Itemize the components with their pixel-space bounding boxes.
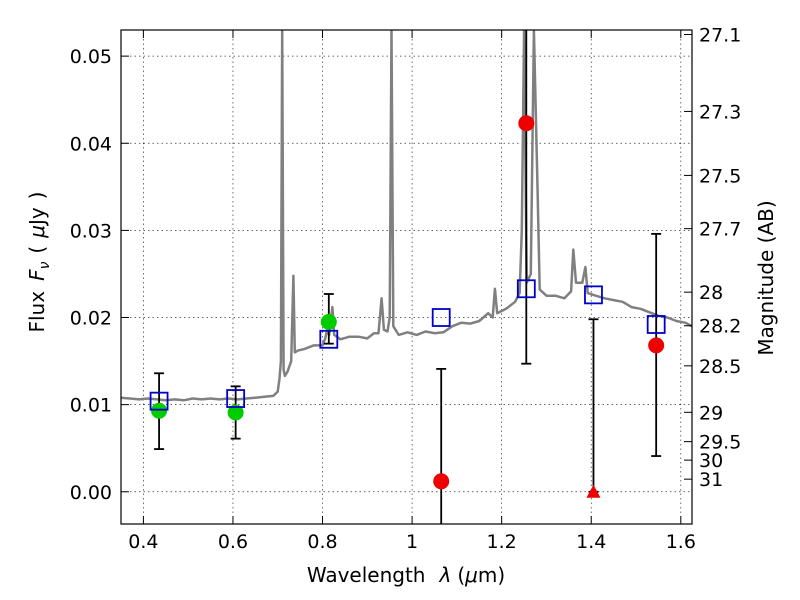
spectrum-line (121, 30, 692, 402)
x-axis-label-unit: m) (478, 563, 505, 587)
y-axis-label-text: Flux (25, 291, 49, 333)
y-axis-label-unit: Jy (25, 207, 49, 227)
data-point-circle (648, 337, 665, 354)
data-point-circle (227, 404, 244, 421)
x-tick-label: 0.8 (307, 531, 337, 553)
data-point-triangle (586, 484, 601, 498)
mag-tick-label: 27.1 (699, 24, 741, 46)
mag-tick-label: 28.5 (699, 356, 741, 378)
x-tick-label: 0.4 (128, 531, 158, 553)
data-point-circle (151, 402, 168, 419)
y-axis-label-symbol: F (25, 269, 49, 281)
mag-tick-label: 28 (699, 282, 723, 304)
data-point-circle (320, 313, 337, 330)
x-tick-label: 1.4 (576, 531, 606, 553)
y-axis-label-open: ( (25, 246, 49, 254)
model-point-square (516, 279, 536, 299)
y-tick-label: 0.05 (70, 46, 112, 68)
mag-tick-label: 31 (699, 469, 723, 491)
x-axis-label: Wavelength λ (μm) (307, 563, 505, 587)
y-tick-label: 0.01 (70, 395, 112, 417)
y-tick-label: 0.04 (70, 133, 112, 155)
x-tick-label: 0.6 (218, 531, 248, 553)
model-point-square (149, 391, 169, 411)
y-axis-label-mu: μ (25, 225, 49, 239)
plot-frame (120, 29, 693, 525)
model-point-square (226, 389, 246, 408)
mag-tick-label: 30 (699, 450, 723, 472)
axis-ticks: 0.4 0.6 0.8 1 1.2 1.4 1.6 0.00 0.01 0.02 0.03 0.04 0… (70, 24, 742, 553)
y-tick-label: 0.02 (70, 308, 112, 330)
x-axis-label-open: ( (457, 563, 465, 587)
x-axis-label-mu: μ (464, 563, 478, 587)
data-point-circle (433, 473, 450, 490)
x-axis-label-symbol: λ (438, 563, 451, 587)
x-tick-label: 1.6 (666, 531, 696, 553)
model-point-square (584, 285, 603, 305)
y-axis-label: Flux Fν ( μJy) (25, 191, 53, 332)
mag-tick-label: 29.5 (699, 432, 741, 454)
mag-tick-label: 27.7 (699, 219, 741, 241)
model-point-square (319, 329, 339, 349)
mag-tick-label: 27.5 (699, 165, 741, 187)
x-tick-label: 1.2 (487, 531, 517, 553)
y2-axis-label: Magnitude (AB) (754, 200, 778, 355)
mag-tick-label: 29 (699, 402, 723, 424)
y-tick-label: 0.03 (70, 220, 112, 242)
model-point-square (431, 308, 451, 327)
x-axis-label-text: Wavelength (307, 563, 426, 587)
spectrum-layer (121, 30, 692, 402)
grid-lines (121, 30, 692, 524)
x-tick-label: 1 (406, 531, 418, 553)
model-point-square (646, 315, 666, 334)
y-tick-label: 0.00 (70, 482, 112, 504)
data-point-circle (518, 115, 535, 132)
y-axis-label-close: ) (25, 191, 49, 199)
data-markers (149, 115, 666, 498)
mag-tick-label: 28.2 (699, 316, 741, 338)
y-axis-label-subscript: ν (37, 261, 53, 269)
mag-tick-label: 27.3 (699, 101, 741, 123)
